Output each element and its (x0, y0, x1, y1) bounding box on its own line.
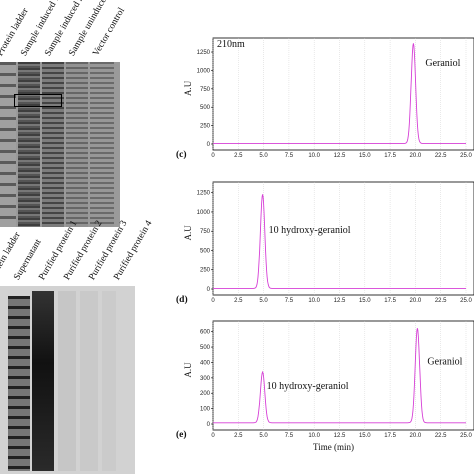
x-tick-label: 0 (211, 153, 215, 159)
x-tick-label: 20.0 (410, 433, 422, 439)
y-tick-label: 1000 (197, 68, 211, 74)
y-tick-label: 600 (200, 330, 211, 336)
panel-letter: (d) (176, 294, 188, 305)
gel-bottom-lane-supernatant (32, 291, 54, 471)
x-tick-label: 0 (211, 298, 215, 304)
x-tick-label: 22.5 (435, 153, 447, 159)
x-tick-label: 5.0 (259, 153, 268, 159)
x-tick-label: 0 (211, 433, 215, 439)
gel-top-lane-uninduced (66, 62, 88, 227)
gel-bottom (0, 286, 135, 474)
y-tick-label: 1000 (197, 210, 211, 216)
gel-top-highlight-box (14, 94, 62, 107)
wavelength-annotation: 210nm (217, 39, 245, 50)
y-axis-label: A.U (183, 225, 193, 241)
x-tick-label: 12.5 (334, 433, 346, 439)
y-tick-label: 0 (207, 422, 211, 428)
chart-0: 0 2.5 5.0 7.5 10.0 12.5 15.0 17.5 20.0 22.5 25.0 0 2… (176, 37, 474, 160)
peak-label: Geraniol (427, 356, 462, 367)
x-tick-label: 22.5 (435, 298, 447, 304)
y-tick-label: 300 (200, 376, 211, 382)
chart-1: 0 2.5 5.0 7.5 10.0 12.5 15.0 17.5 20.0 22.5 25.0 0 2… (176, 181, 474, 305)
x-tick-label: 15.0 (359, 433, 371, 439)
chromatogram-trace (213, 43, 466, 144)
x-tick-label: 25.0 (460, 433, 472, 439)
x-tick-label: 17.5 (384, 153, 396, 159)
x-tick-label: 17.5 (384, 433, 396, 439)
chromatogram-trace (213, 328, 466, 424)
y-tick-label: 1250 (197, 191, 211, 197)
x-tick-label: 7.5 (285, 298, 294, 304)
peak-label: Geraniol (425, 58, 460, 69)
y-axis-label: A.U (183, 362, 193, 378)
y-tick-label: 400 (200, 360, 211, 366)
x-tick-label: 10.0 (308, 153, 320, 159)
y-tick-label: 1250 (197, 50, 211, 56)
chart-frame (212, 181, 474, 296)
y-tick-label: 250 (200, 268, 211, 274)
x-axis-label: Time (min) (313, 442, 354, 452)
gel-bottom-lane-purified-2 (80, 291, 98, 471)
gel-bottom-lane-ladder (8, 296, 30, 471)
chart-frame (212, 320, 474, 431)
gel-top (0, 62, 120, 227)
y-tick-label: 500 (200, 345, 211, 351)
y-tick-label: 500 (200, 248, 211, 254)
x-tick-label: 15.0 (359, 298, 371, 304)
y-tick-label: 250 (200, 124, 211, 130)
panel-letter: (e) (176, 429, 187, 440)
y-axis-label: A.U (183, 80, 193, 96)
gel-top-lane-ladder (0, 62, 16, 227)
peak-label: 10 hydroxy-geraniol (267, 381, 349, 392)
chart-frame (212, 37, 474, 151)
y-tick-label: 750 (200, 229, 211, 235)
x-tick-label: 22.5 (435, 433, 447, 439)
x-tick-label: 2.5 (234, 433, 243, 439)
x-tick-label: 10.0 (308, 298, 320, 304)
x-tick-label: 5.0 (259, 298, 268, 304)
x-tick-label: 17.5 (384, 298, 396, 304)
x-tick-label: 7.5 (285, 433, 294, 439)
x-tick-label: 7.5 (285, 153, 294, 159)
chromatogram-trace (213, 194, 466, 289)
x-tick-label: 10.0 (308, 433, 320, 439)
x-tick-label: 12.5 (334, 153, 346, 159)
x-tick-label: 2.5 (234, 298, 243, 304)
panel-letter: (c) (176, 149, 187, 160)
x-tick-label: 20.0 (410, 153, 422, 159)
x-tick-label: 2.5 (234, 153, 243, 159)
x-tick-label: 20.0 (410, 298, 422, 304)
y-tick-label: 0 (207, 287, 211, 293)
x-tick-label: 12.5 (334, 298, 346, 304)
x-tick-label: 25.0 (460, 298, 472, 304)
x-tick-label: 25.0 (460, 153, 472, 159)
y-tick-label: 750 (200, 87, 211, 93)
y-tick-label: 0 (207, 142, 211, 148)
gel-bottom-lane-purified-1 (58, 291, 76, 471)
gel-top-lane-induced-18 (18, 62, 40, 227)
y-tick-label: 200 (200, 391, 211, 397)
x-tick-label: 5.0 (259, 433, 268, 439)
gel-bottom-lane-purified-3 (102, 291, 116, 471)
y-tick-label: 100 (200, 407, 211, 413)
gel-top-lane-vector (90, 62, 114, 227)
y-tick-label: 500 (200, 105, 211, 111)
x-tick-label: 15.0 (359, 153, 371, 159)
gel-top-lane-induced-24 (42, 62, 64, 227)
chart-2: 0 2.5 5.0 7.5 10.0 12.5 15.0 17.5 20.0 22.5 25.0 0 1… (176, 320, 474, 452)
peak-label: 10 hydroxy-geraniol (269, 225, 351, 236)
